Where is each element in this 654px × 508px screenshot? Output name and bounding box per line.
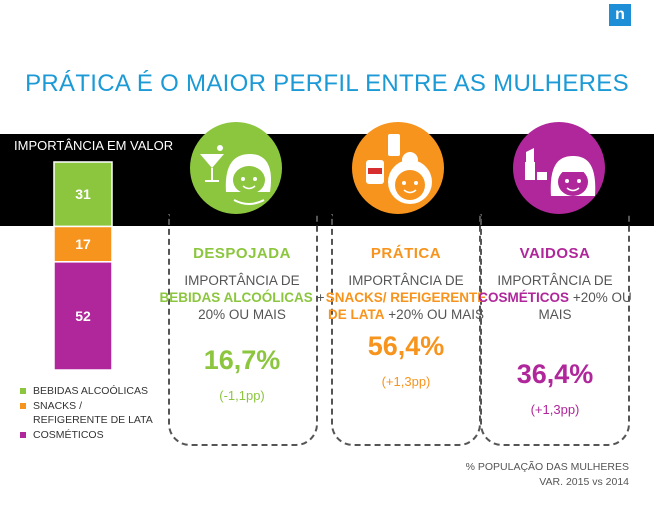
profile-value: 56,4%: [367, 331, 445, 361]
legend-swatch: [20, 432, 26, 438]
profile-pratica: PRÁTICA IMPORTÂNCIA DE SNACKS/ REFIGEREN…: [316, 245, 496, 389]
lipstick-icon: [513, 122, 605, 214]
chart-title: IMPORTÂNCIA EM VALOR: [14, 138, 174, 153]
legend-label: COSMÉTICOS: [33, 429, 104, 441]
profile-description: IMPORTÂNCIA DE BEBIDAS ALCOÓLICAS + 20% …: [152, 272, 332, 323]
desc-suffix: +20% OU MAIS: [388, 307, 484, 322]
legend-label: BEBIDAS ALCOÓLICAS: [33, 385, 148, 397]
profile-value: 36,4%: [516, 359, 594, 389]
footnote-line: VAR. 2015 vs 2014: [539, 476, 629, 488]
footnote-line: % POPULAÇÃO DAS MULHERES: [465, 461, 629, 473]
profile-vaidosa: VAIDOSA IMPORTÂNCIA DE COSMÉTICOS +20% O…: [465, 245, 645, 417]
profile-card-vaidosa: [480, 214, 630, 446]
legend-item: BEBIDAS ALCOÓLICAS: [20, 384, 190, 398]
cocktail-icon: [190, 122, 282, 214]
page-title: PRÁTICA É O MAIOR PERFIL ENTRE AS MULHER…: [25, 70, 629, 97]
chart-legend: BEBIDAS ALCOÓLICAS SNACKS / REFIGERENTE …: [20, 384, 190, 443]
desc-prefix: IMPORTÂNCIA DE: [348, 273, 464, 288]
bar-value-label: 17: [75, 236, 91, 252]
desc-suffix: + 20% OU MAIS: [198, 290, 325, 322]
nielsen-logo: n: [609, 4, 631, 26]
desc-suffix: +20% OU MAIS: [538, 290, 632, 322]
desc-prefix: IMPORTÂNCIA DE: [497, 273, 613, 288]
legend-label: SNACKS / REFIGERENTE DE LATA: [33, 400, 153, 426]
bar-segment-2: [53, 225, 113, 263]
profile-change: (+1,3pp): [381, 374, 431, 389]
profile-name: DESPOJADA: [193, 245, 291, 262]
footnote: % POPULAÇÃO DAS MULHERES VAR. 2015 vs 20…: [444, 460, 629, 490]
profile-card-despojada: [168, 214, 318, 446]
desc-highlight: BEBIDAS ALCOÓLICAS: [159, 290, 313, 305]
bar-segment-3: [53, 261, 113, 371]
profile-despojada: DESPOJADA IMPORTÂNCIA DE BEBIDAS ALCOÓLI…: [152, 245, 332, 403]
profile-name: VAIDOSA: [519, 245, 591, 262]
desc-prefix: IMPORTÂNCIA DE: [184, 273, 300, 288]
profile-description: IMPORTÂNCIA DE SNACKS/ REFIGERENTE DE LA…: [316, 272, 496, 323]
desc-highlight: SNACKS/ REFIGERENTE DE LATA: [325, 290, 487, 322]
profile-value: 16,7%: [203, 345, 281, 375]
profile-change: (+1,3pp): [530, 402, 580, 417]
snack-can-icon: [352, 122, 444, 214]
legend-item: COSMÉTICOS: [20, 428, 190, 442]
legend-swatch: [20, 403, 26, 409]
legend-item: SNACKS / REFIGERENTE DE LATA: [20, 399, 190, 427]
legend-swatch: [20, 388, 26, 394]
bar-value-label: 31: [75, 186, 91, 202]
bar-value-label: 52: [75, 308, 91, 324]
profile-name: PRÁTICA: [370, 245, 442, 262]
profile-description: IMPORTÂNCIA DE COSMÉTICOS +20% OU MAIS: [465, 272, 645, 323]
desc-highlight: COSMÉTICOS: [478, 290, 570, 305]
profile-change: (-1,1pp): [219, 388, 265, 403]
